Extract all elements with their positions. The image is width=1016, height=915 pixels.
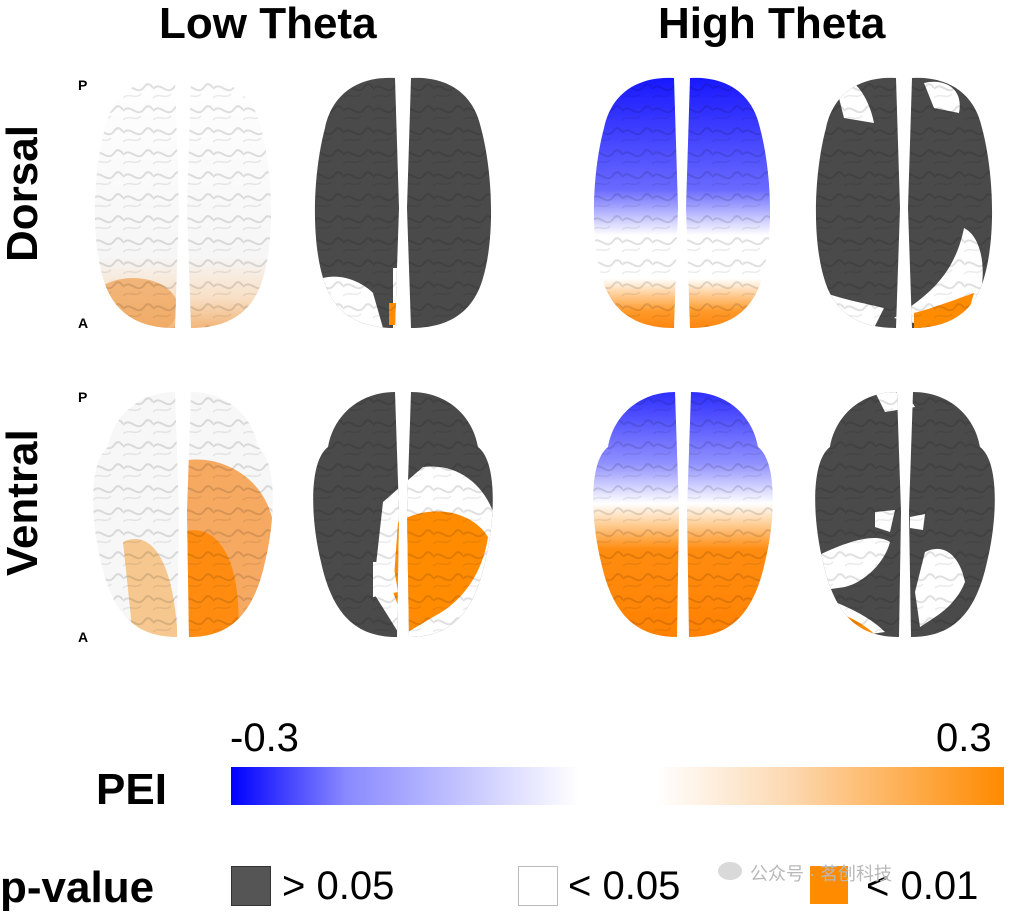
pei-colorbar [231,767,1004,805]
colorbar-min-label: -0.3 [230,716,299,760]
pvalue-swatch-white [518,866,558,906]
anterior-marker-dorsal: A [78,315,89,331]
column-title-high-theta: High Theta [658,0,886,48]
posterior-marker-ventral: P [78,389,88,405]
brain-low-theta-ventral-pei [93,392,273,637]
colorbar-label: PEI [96,765,167,814]
brain-panels [93,77,995,637]
pvalue-swatch-orange [810,866,848,904]
pvalue-item-label: < 0.01 [866,864,979,908]
brain-low-theta-ventral-pvalue [313,392,493,637]
watermark-text: 公众号 · 茗创科技 [750,864,892,884]
brain-high-theta-ventral-pei [593,392,773,637]
brain-high-theta-ventral-pvalue [815,392,995,637]
brain-low-theta-dorsal-pei [94,77,272,329]
brain-low-theta-dorsal-pvalue [314,77,492,329]
brain-high-theta-dorsal-pvalue [815,77,993,329]
brain-high-theta-dorsal-pei [593,77,771,329]
pvalue-item-label: > 0.05 [282,864,395,908]
pvalue-swatch-gray [231,866,271,906]
watermark-logo-icon [718,862,742,880]
posterior-marker-dorsal: P [78,77,88,93]
colorbar-max-label: 0.3 [936,716,992,760]
column-title-low-theta: Low Theta [159,0,377,48]
pvalue-item-label: < 0.05 [568,864,681,908]
pvalue-legend-label: p-value [0,863,155,912]
anterior-marker-ventral: A [78,629,89,645]
